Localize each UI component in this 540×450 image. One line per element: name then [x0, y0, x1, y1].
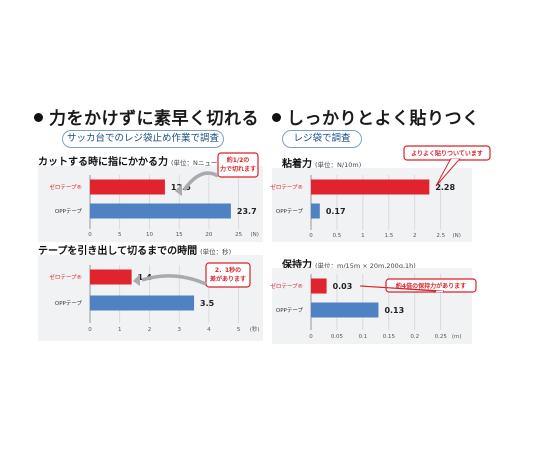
category-label: OPPテープ [55, 300, 83, 307]
callout-text: 力で切れます [220, 165, 256, 173]
chart2-title-text: テープを引き出して切るまでの時間 [38, 246, 198, 257]
tick-unit-label: (秒) [250, 325, 260, 333]
right-headline-text: しっかりとよく貼りつく [287, 109, 480, 129]
callout-text: 約4倍の保持力があります [396, 282, 466, 290]
tick-label: 2 [413, 233, 417, 239]
bar-zero-tape [311, 278, 327, 294]
left-survey-label: サッカ台でのレジ袋止め作業で調査 [62, 130, 224, 148]
bar-opp-tape [90, 203, 231, 219]
left-headline: 力をかけずに素早く切れる [34, 104, 259, 129]
tick-label: 10 [146, 232, 153, 238]
category-label: ゼロテープ® [49, 273, 82, 281]
tick-label: 0.15 [383, 334, 396, 340]
chart2-title: テープを引き出して切るまでの時間 (単位：秒) [38, 242, 231, 257]
bullet-icon [272, 112, 281, 122]
tick-label: 1.5 [384, 233, 393, 239]
chart1-unit: (単位：Nニュートン) [171, 159, 233, 167]
callout-text: よりよく貼りついています [411, 150, 483, 158]
chart3-unit: (単位：N/10m) [315, 161, 362, 169]
tick-label: 2.5 [436, 233, 445, 239]
data-label: 0.03 [333, 282, 353, 291]
arrow-head-icon [175, 184, 182, 196]
bar-opp-tape [311, 203, 320, 219]
tick-label: 0.1 [359, 334, 368, 340]
category-label: ゼロテープ® [270, 183, 303, 191]
arrow-head-icon [133, 274, 140, 286]
bar-opp-tape [311, 302, 379, 318]
chart2-unit: (単位：秒) [200, 248, 232, 256]
data-label: 23.7 [237, 207, 257, 216]
tick-label: 2 [148, 327, 152, 333]
callout-box [403, 145, 491, 161]
callout-text: 差があります [210, 275, 246, 283]
tick-label: 0 [309, 334, 313, 340]
tick-unit-label: (N) [250, 232, 258, 238]
tick-label: 20 [205, 232, 212, 238]
tick-unit-label: (N) [453, 233, 461, 239]
tick-unit-label: (m) [452, 334, 462, 340]
tick-label: 1 [361, 233, 365, 239]
left-headline-text: 力をかけずに素早く切れる [49, 109, 259, 129]
tick-label: 15 [176, 232, 183, 238]
category-label: ゼロテープ® [49, 183, 82, 191]
callout-text: 約1/2の [227, 156, 250, 164]
chart1-title-text: カットする時に指にかかる力 [38, 157, 168, 168]
data-label: 3.5 [200, 299, 215, 308]
category-label: OPPテープ [276, 208, 304, 215]
tick-label: 0.25 [435, 334, 448, 340]
chart4-title: 保持力 (単位：m/15m × 20m,200g,1h) [282, 256, 416, 271]
data-label: 2.28 [435, 183, 455, 192]
tick-label: 1 [118, 327, 122, 333]
tick-label: 0.5 [333, 233, 342, 239]
bar-opp-tape [90, 295, 195, 311]
bullet-icon [34, 112, 43, 122]
tick-label: 3 [177, 327, 181, 333]
callout-box [205, 262, 251, 288]
chart3-title-text: 粘着力 [282, 159, 312, 170]
bar-zero-tape [90, 179, 165, 195]
tick-label: 0.2 [410, 334, 419, 340]
bar-zero-tape [311, 179, 430, 195]
comparison-arrow [141, 274, 207, 286]
chart4-title-text: 保持力 [282, 260, 312, 271]
right-headline: しっかりとよく貼りつく [272, 104, 480, 129]
tick-label: 5 [237, 327, 241, 333]
tick-label: 0 [88, 232, 92, 238]
category-label: ゼロテープ® [270, 282, 303, 290]
tick-label: 0 [309, 233, 313, 239]
callout: 約4倍の保持力があります [359, 278, 477, 293]
tick-label: 5 [118, 232, 122, 238]
chart4-unit: (単位：m/15m × 20m,200g,1h) [315, 262, 416, 270]
right-survey-label: レジ袋で調査 [282, 130, 362, 148]
comparison-arrow [182, 171, 219, 192]
tick-label: 0.05 [331, 334, 344, 340]
tick-label: 4 [207, 327, 211, 333]
category-label: OPPテープ [55, 208, 83, 215]
tick-label: 25 [235, 232, 242, 238]
data-label: 0.17 [326, 207, 346, 216]
category-label: OPPテープ [276, 307, 304, 314]
chart1-title: カットする時に指にかかる力 (単位：Nニュートン) [38, 153, 233, 168]
callout-text: 2．1秒の [215, 266, 241, 274]
chart3-title: 粘着力 (単位：N/10m) [282, 155, 361, 170]
callout: よりよく貼りついています [403, 145, 491, 187]
bar-zero-tape [90, 269, 132, 285]
data-label: 0.13 [384, 306, 404, 315]
tick-label: 0 [88, 327, 92, 333]
callout-box [217, 152, 259, 178]
